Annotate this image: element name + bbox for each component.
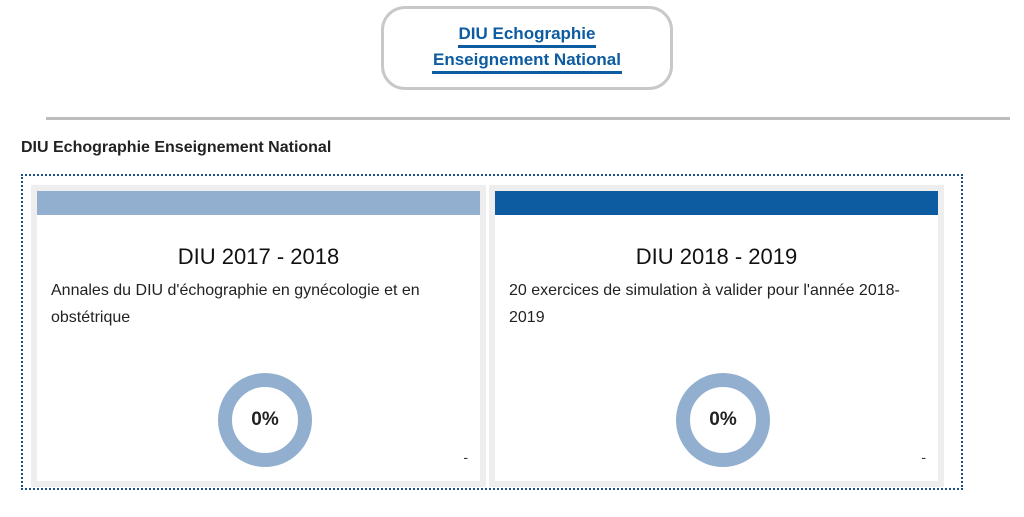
header-divider xyxy=(46,117,1010,120)
course-card-body: DIU 2018 - 2019 20 exercices de simulati… xyxy=(495,191,938,481)
course-card-footer: - xyxy=(463,449,468,465)
progress-label: 0% xyxy=(709,409,737,430)
course-card-title: DIU 2018 - 2019 xyxy=(635,244,798,269)
course-card-footer: - xyxy=(921,449,926,465)
section-title: DIU Echographie Enseignement National xyxy=(21,139,332,156)
progress-label: 0% xyxy=(251,409,279,430)
course-card-color-band xyxy=(495,191,938,215)
course-card-body: DIU 2017 - 2018 Annales du DIU d'échogra… xyxy=(37,191,480,481)
site-logo[interactable]: DIU Echographie Enseignement National xyxy=(381,6,673,90)
course-card-title: DIU 2017 - 2018 xyxy=(177,244,340,269)
course-card[interactable]: DIU 2017 - 2018 Annales du DIU d'échogra… xyxy=(31,185,486,487)
course-card[interactable]: DIU 2018 - 2019 20 exercices de simulati… xyxy=(489,185,944,487)
progress-ring: 0% xyxy=(676,373,770,467)
course-card-description: Annales du DIU d'échographie en gynécolo… xyxy=(51,282,420,326)
course-cards-container: DIU 2017 - 2018 Annales du DIU d'échogra… xyxy=(21,174,963,490)
logo-title-line2[interactable]: Enseignement National xyxy=(432,48,622,74)
course-card-color-band xyxy=(37,191,480,215)
logo-title-line1[interactable]: DIU Echographie xyxy=(457,22,597,48)
course-card-description: 20 exercices de simulation à valider pou… xyxy=(509,282,900,326)
progress-ring: 0% xyxy=(218,373,312,467)
